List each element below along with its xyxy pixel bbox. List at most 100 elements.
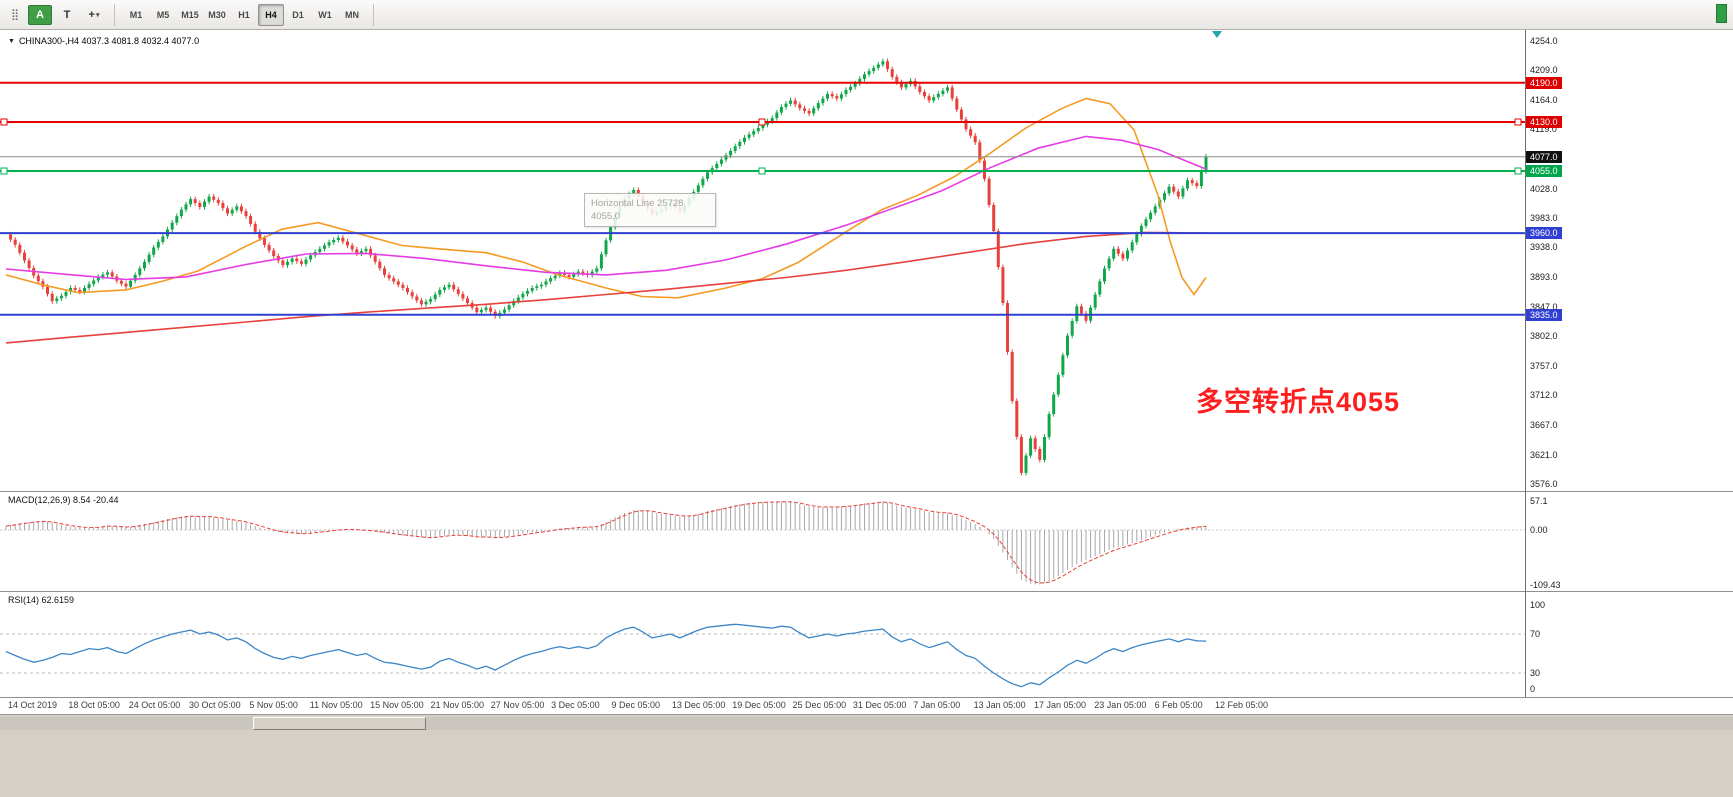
macd-canvas[interactable] [0,492,1525,591]
line-handle[interactable] [1514,167,1522,175]
timeframe-d1[interactable]: D1 [292,9,304,20]
text-tool-button[interactable]: T [63,8,71,21]
tooltip-line-2: 4055.0 [591,211,621,222]
price-tick: 4164.0 [1530,94,1558,105]
price-level-label-4190.0[interactable]: 4190.0 [1526,76,1562,89]
price-level-label-3835.0[interactable]: 3835.0 [1526,308,1562,321]
symbol-menu-icon[interactable]: ▼ [8,37,15,45]
rsi-label: RSI(14) 62.6159 [8,595,75,605]
timeframe-mn[interactable]: MN [345,9,359,20]
line-handle[interactable] [758,118,766,126]
timeframe-m5[interactable]: M5 [156,9,170,20]
time-label: 30 Oct 05:00 [189,700,241,710]
toolbar-separator [114,3,115,26]
macd-axis-label: 57.1 [1530,496,1548,507]
time-label: 19 Dec 05:00 [732,700,786,710]
main-chart-canvas[interactable] [0,30,1525,491]
price-tick: 4254.0 [1530,36,1558,46]
price-tick: 3983.0 [1530,213,1558,224]
price-tick: 3576.0 [1530,479,1558,489]
price-tick: 3938.0 [1530,242,1558,253]
caret-down-icon: ▾ [95,11,100,19]
crosshair-icon: + [88,8,95,21]
price-level-label-4130.0[interactable]: 4130.0 [1526,116,1562,129]
timeframe-m1[interactable]: M1 [129,9,143,20]
window-bottom [0,714,1733,797]
price-tick: 3757.0 [1530,360,1558,371]
time-label: 21 Nov 05:00 [430,700,484,710]
time-label: 15 Nov 05:00 [370,700,424,710]
chart-shift-marker-icon[interactable] [1212,31,1222,38]
time-label: 7 Jan 05:00 [913,700,961,710]
macd-signal-line [5,501,1207,584]
rsi-axis-label: 30 [1530,668,1541,678]
price-level-label-4077.0[interactable]: 4077.0 [1526,150,1562,163]
pane-separator[interactable] [0,591,1733,592]
chart-window[interactable]: ▼ CHINA300-,H4 4037.3 4081.8 4032.4 4077… [0,30,1733,714]
connection-indicator [1716,4,1727,23]
price-tick: 3621.0 [1530,449,1558,460]
text-label-tool-button[interactable]: A [28,4,52,25]
timeframe-h4[interactable]: H4 [258,3,284,26]
pane-separator[interactable] [0,491,1733,492]
time-label: 13 Jan 05:00 [973,700,1026,710]
time-label: 18 Oct 05:00 [68,700,120,710]
macd-axis-label: -109.43 [1530,579,1561,590]
draw-tool-dropdown[interactable]: + ▾ [82,5,106,25]
timeframe-m15[interactable]: M15 [181,9,199,20]
pane-separator [0,697,1733,698]
time-label: 17 Jan 05:00 [1033,700,1086,710]
ma-mid-magenta [5,135,1207,281]
time-label: 27 Nov 05:00 [490,700,545,710]
timeframe-m30[interactable]: M30 [208,9,226,20]
line-handle[interactable] [0,118,8,126]
chart-header: ▼ CHINA300-,H4 4037.3 4081.8 4032.4 4077… [8,36,199,46]
time-label: 14 Oct 2019 [8,700,58,710]
rsi-axis-label: 100 [1530,599,1546,610]
macd-axis-label: 0.00 [1530,525,1548,535]
line-handle[interactable] [758,167,766,175]
horizontal-line-tooltip: Horizontal Line 25728 4055.0 [584,193,716,227]
price-level-label-4055.0[interactable]: 4055.0 [1526,165,1562,178]
ma-fast-orange [5,97,1207,299]
line-handle[interactable] [0,167,8,175]
tooltip-line-1: Horizontal Line 25728 [591,198,684,209]
time-label: 25 Dec 05:00 [792,700,847,710]
price-tick: 3847.0 [1530,301,1558,312]
chart-annotation[interactable]: 多空转折点4055 [1196,387,1401,417]
scrollbar-thumb[interactable] [253,717,426,730]
price-tick: 4209.0 [1530,65,1558,76]
price-tick: 3893.0 [1530,271,1558,282]
price-tick: 3667.0 [1530,419,1558,430]
macd-histogram [5,501,1207,585]
time-label: 12 Feb 05:00 [1215,700,1269,710]
time-label: 9 Dec 05:00 [611,700,661,710]
price-tick: 4028.0 [1530,183,1558,194]
time-label: 3 Dec 05:00 [551,700,600,710]
rsi-line [5,623,1207,688]
timeframe-h1[interactable]: H1 [238,9,250,20]
toolbar: ⣿ A T + ▾ M1 M5 M15 M30 H1 H4 D1 W1 MN [0,0,1733,30]
macd-label: MACD(12,26,9) 8.54 -20.44 [8,495,119,505]
chart-title: CHINA300-,H4 4037.3 4081.8 4032.4 4077.0 [18,36,200,46]
timeframe-w1[interactable]: W1 [318,9,332,20]
price-tick: 3802.0 [1530,331,1558,342]
time-label: 6 Feb 05:00 [1154,700,1203,710]
rsi-canvas[interactable] [0,592,1525,697]
ma-slow-red [5,231,1207,344]
toolbar-separator [373,3,374,26]
time-label: 5 Nov 05:00 [249,700,298,710]
timeframe-group: M1 M5 M15 M30 H1 H4 D1 W1 MN [123,3,365,26]
price-tick: 4119.0 [1530,124,1557,135]
time-label: 24 Oct 05:00 [128,700,181,710]
time-label: 11 Nov 05:00 [309,700,363,710]
time-label: 31 Dec 05:00 [852,700,907,710]
drag-handle-icon[interactable]: ⣿ [10,9,20,21]
horizontal-scrollbar[interactable] [0,717,1733,730]
time-label: 23 Jan 05:00 [1094,700,1147,710]
rsi-axis-label: 0 [1530,684,1536,694]
line-handle[interactable] [1514,118,1522,126]
price-level-label-3960.0[interactable]: 3960.0 [1526,227,1562,240]
price-tick: 3712.0 [1530,390,1558,401]
